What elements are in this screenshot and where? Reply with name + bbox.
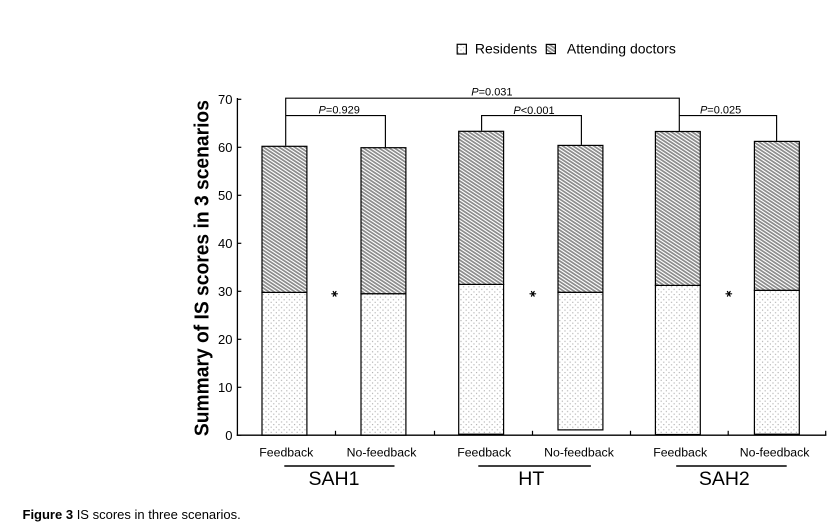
svg-text:20: 20 (218, 332, 232, 347)
svg-text:40: 40 (218, 236, 232, 251)
svg-text:Attending doctors: Attending doctors (567, 41, 676, 57)
svg-text:0: 0 (225, 428, 232, 443)
svg-text:HT: HT (518, 468, 544, 490)
svg-text:Feedback: Feedback (653, 445, 708, 459)
svg-text:10: 10 (218, 380, 232, 395)
svg-text:SAH1: SAH1 (309, 468, 360, 490)
svg-text:Residents: Residents (475, 41, 537, 57)
svg-text:50: 50 (218, 188, 232, 203)
svg-text:P=0.025: P=0.025 (700, 104, 741, 116)
svg-text:60: 60 (218, 140, 232, 155)
svg-text:No-feedback: No-feedback (347, 445, 418, 459)
svg-text:Summary of IS scores in 3 scen: Summary of IS scores in 3 scenarios (191, 100, 213, 436)
svg-text:P=0.031: P=0.031 (471, 87, 512, 99)
svg-text:Feedback: Feedback (457, 445, 512, 459)
svg-text:30: 30 (218, 284, 232, 299)
svg-text:No-feedback: No-feedback (740, 445, 811, 459)
svg-text:Feedback: Feedback (259, 445, 314, 459)
svg-text:SAH2: SAH2 (699, 468, 750, 490)
svg-text:P<0.001: P<0.001 (513, 105, 554, 117)
svg-text:Figure 3 IS scores in three sc: Figure 3 IS scores in three scenarios. (23, 507, 241, 522)
svg-text:P=0.929: P=0.929 (319, 104, 360, 116)
svg-text:70: 70 (218, 92, 232, 107)
svg-text:No-feedback: No-feedback (544, 445, 615, 459)
